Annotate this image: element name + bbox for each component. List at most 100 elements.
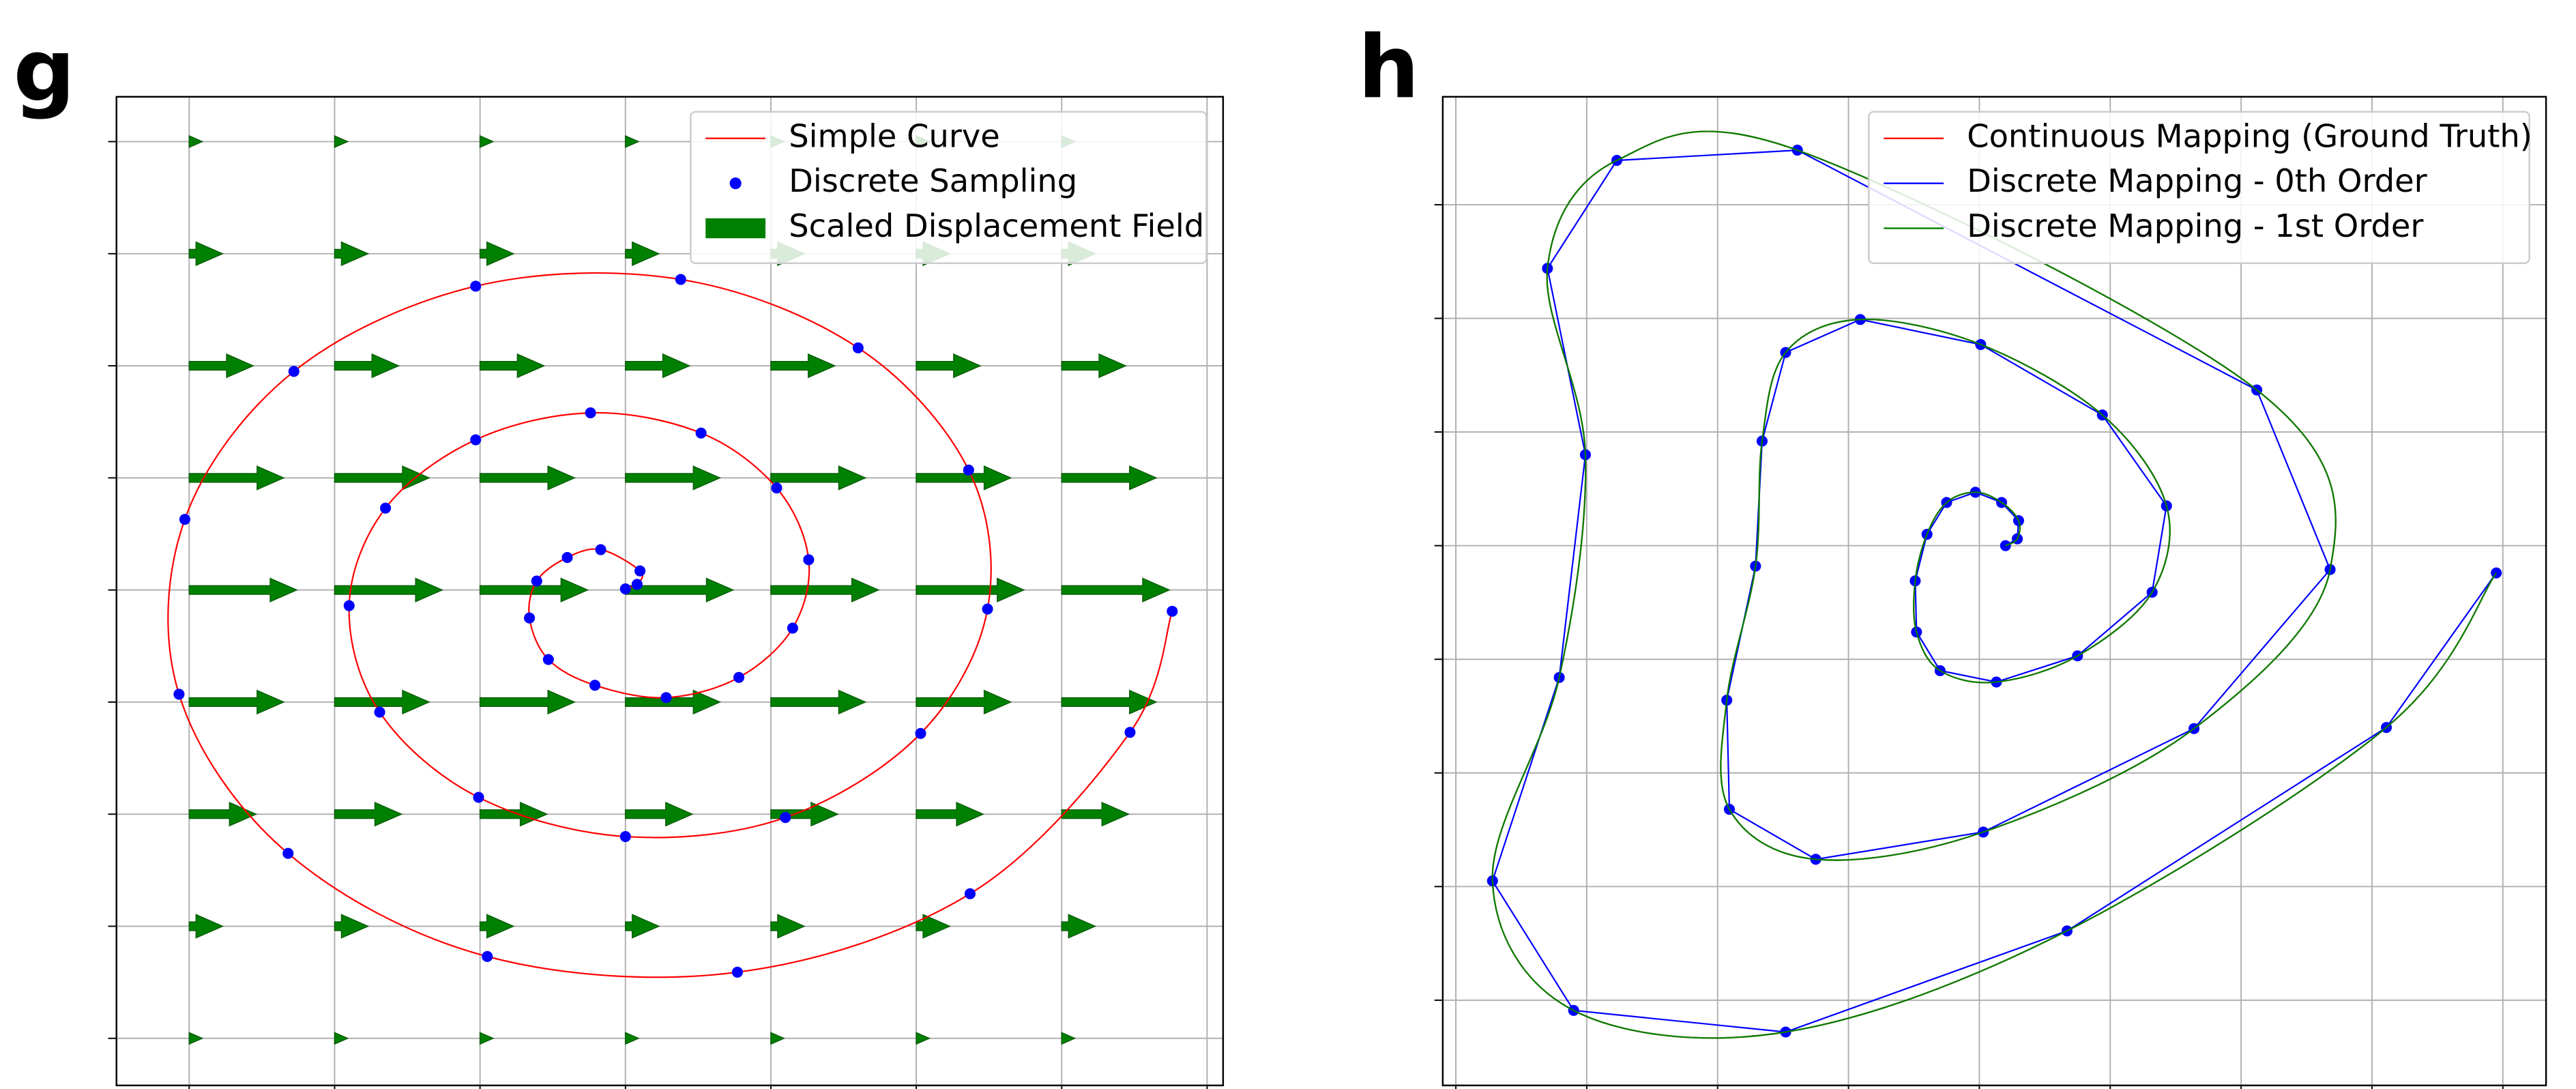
arrow xyxy=(188,802,258,827)
point xyxy=(542,654,554,665)
arrow xyxy=(188,1032,204,1045)
point xyxy=(787,622,798,634)
arrow xyxy=(625,577,735,602)
point xyxy=(619,831,631,843)
point xyxy=(964,888,976,899)
point xyxy=(179,514,190,525)
arrow xyxy=(1061,689,1158,715)
point xyxy=(589,680,601,691)
arrow xyxy=(625,465,722,491)
point xyxy=(288,366,299,377)
arrow xyxy=(916,1032,931,1045)
arrow xyxy=(188,689,285,715)
arrow xyxy=(334,689,430,715)
point xyxy=(982,603,993,615)
arrow xyxy=(916,802,984,827)
arrow xyxy=(334,1032,349,1045)
arrow xyxy=(334,241,370,267)
arrow xyxy=(625,135,640,149)
arrow xyxy=(1061,1032,1077,1045)
arrow xyxy=(770,577,880,602)
arrow xyxy=(625,353,691,379)
legend-label: Continuous Mapping (Ground Truth) xyxy=(1967,117,2532,154)
point xyxy=(619,583,631,595)
arrow xyxy=(1061,577,1171,602)
frame xyxy=(1441,96,2547,1086)
arrow xyxy=(770,689,867,715)
arrow xyxy=(334,135,349,149)
legend: Simple Curve Discrete Sampling Scaled Disp… xyxy=(690,111,1208,264)
arrow xyxy=(479,465,576,491)
arrow xyxy=(334,577,444,602)
panel-label: h xyxy=(1358,16,1419,117)
arrow xyxy=(334,802,403,827)
arrow xyxy=(1061,353,1127,379)
arrow xyxy=(625,241,660,267)
legend-box xyxy=(1868,111,2530,264)
point xyxy=(733,671,745,683)
point xyxy=(595,544,606,555)
arrow xyxy=(334,353,400,379)
point xyxy=(660,692,672,703)
arrow xyxy=(479,1032,495,1045)
panel: Continuous Mapping (Ground Truth) Discret… xyxy=(1434,96,2547,1089)
point xyxy=(1167,605,1178,617)
arrow xyxy=(1061,465,1158,491)
arrow xyxy=(479,241,515,267)
legend-label: Scaled Displacement Field xyxy=(789,207,1204,244)
arrow xyxy=(479,353,546,379)
legend-label: Simple Curve xyxy=(789,117,1000,154)
point xyxy=(585,407,596,419)
arrow xyxy=(1061,914,1097,939)
arrow xyxy=(916,577,1025,602)
arrow xyxy=(916,353,982,379)
legend-box xyxy=(690,111,1208,264)
point xyxy=(631,579,643,590)
arrow xyxy=(625,689,722,715)
point xyxy=(731,966,743,978)
curve xyxy=(1491,130,2498,1039)
arrow xyxy=(334,914,370,939)
arrow xyxy=(770,465,867,491)
arrow xyxy=(479,577,589,602)
point xyxy=(1124,727,1136,738)
frame xyxy=(115,96,1225,1086)
arrow xyxy=(916,465,1012,491)
point xyxy=(803,554,815,566)
legend-label: Discrete Mapping - 0th Order xyxy=(1967,162,2427,199)
arrow xyxy=(770,353,836,379)
arrow xyxy=(770,914,806,939)
arrow xyxy=(625,802,694,827)
legend-label: Discrete Mapping - 1st Order xyxy=(1967,207,2424,244)
arrow xyxy=(625,1032,640,1045)
point xyxy=(561,551,573,564)
point xyxy=(695,427,707,439)
point xyxy=(482,950,493,962)
arrow xyxy=(188,353,254,379)
point xyxy=(963,464,974,476)
arrow xyxy=(770,802,839,827)
point xyxy=(282,847,294,859)
arrow xyxy=(916,914,951,939)
point xyxy=(852,342,864,353)
point xyxy=(173,688,185,700)
point xyxy=(524,612,536,624)
arrow xyxy=(625,914,660,939)
point xyxy=(531,575,542,587)
legend-swatch xyxy=(729,177,742,190)
point xyxy=(343,600,355,611)
point xyxy=(2000,540,2011,551)
legend: Continuous Mapping (Ground Truth) Discret… xyxy=(1868,111,2532,264)
point xyxy=(771,482,782,494)
arrow xyxy=(916,689,1012,715)
arrow xyxy=(1061,802,1130,827)
arrow xyxy=(479,914,515,939)
point xyxy=(915,727,926,739)
point xyxy=(380,502,392,514)
arrow xyxy=(188,914,224,939)
arrow xyxy=(479,689,576,715)
point xyxy=(374,706,385,718)
legend-swatch xyxy=(705,218,766,239)
point xyxy=(470,434,482,446)
